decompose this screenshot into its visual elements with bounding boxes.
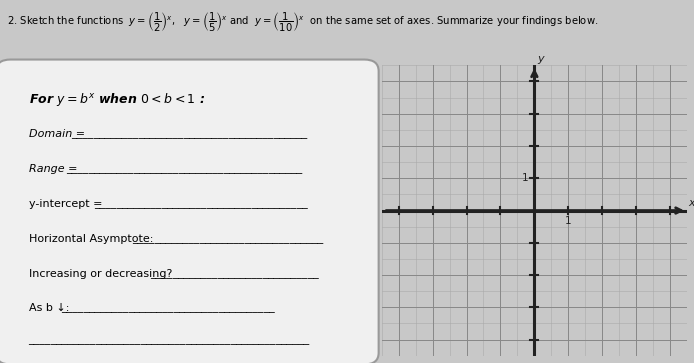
Text: y-intercept =: y-intercept = [28,199,105,209]
Text: __________________________________________________: ________________________________________… [28,335,310,346]
Text: For $y = b^x$ when $0 < b < 1$ :: For $y = b^x$ when $0 < b < 1$ : [28,91,205,109]
Text: 1: 1 [565,216,572,227]
Text: __________________________________________: ________________________________________… [66,164,303,174]
FancyBboxPatch shape [0,60,379,363]
Text: Range =: Range = [28,164,81,174]
Text: 1: 1 [522,173,528,183]
Text: __________________________________: __________________________________ [132,234,323,244]
Text: Domain =: Domain = [28,129,88,139]
Text: ______________________________: ______________________________ [151,269,319,279]
Text: Increasing or decreasing?: Increasing or decreasing? [28,269,176,279]
Text: As b ↓:: As b ↓: [28,303,69,314]
Text: x: x [688,198,694,208]
Text: ______________________________________: ______________________________________ [62,303,276,314]
Text: ______________________________________: ______________________________________ [94,199,308,209]
Text: __________________________________________: ________________________________________… [71,129,307,139]
Text: Horizontal Asymptote:: Horizontal Asymptote: [28,234,156,244]
Text: 2. Sketch the functions  $y=\left(\dfrac{1}{2}\right)^x$,   $y=\left(\dfrac{1}{5: 2. Sketch the functions $y=\left(\dfrac{… [7,11,598,34]
Text: y: y [538,54,544,64]
